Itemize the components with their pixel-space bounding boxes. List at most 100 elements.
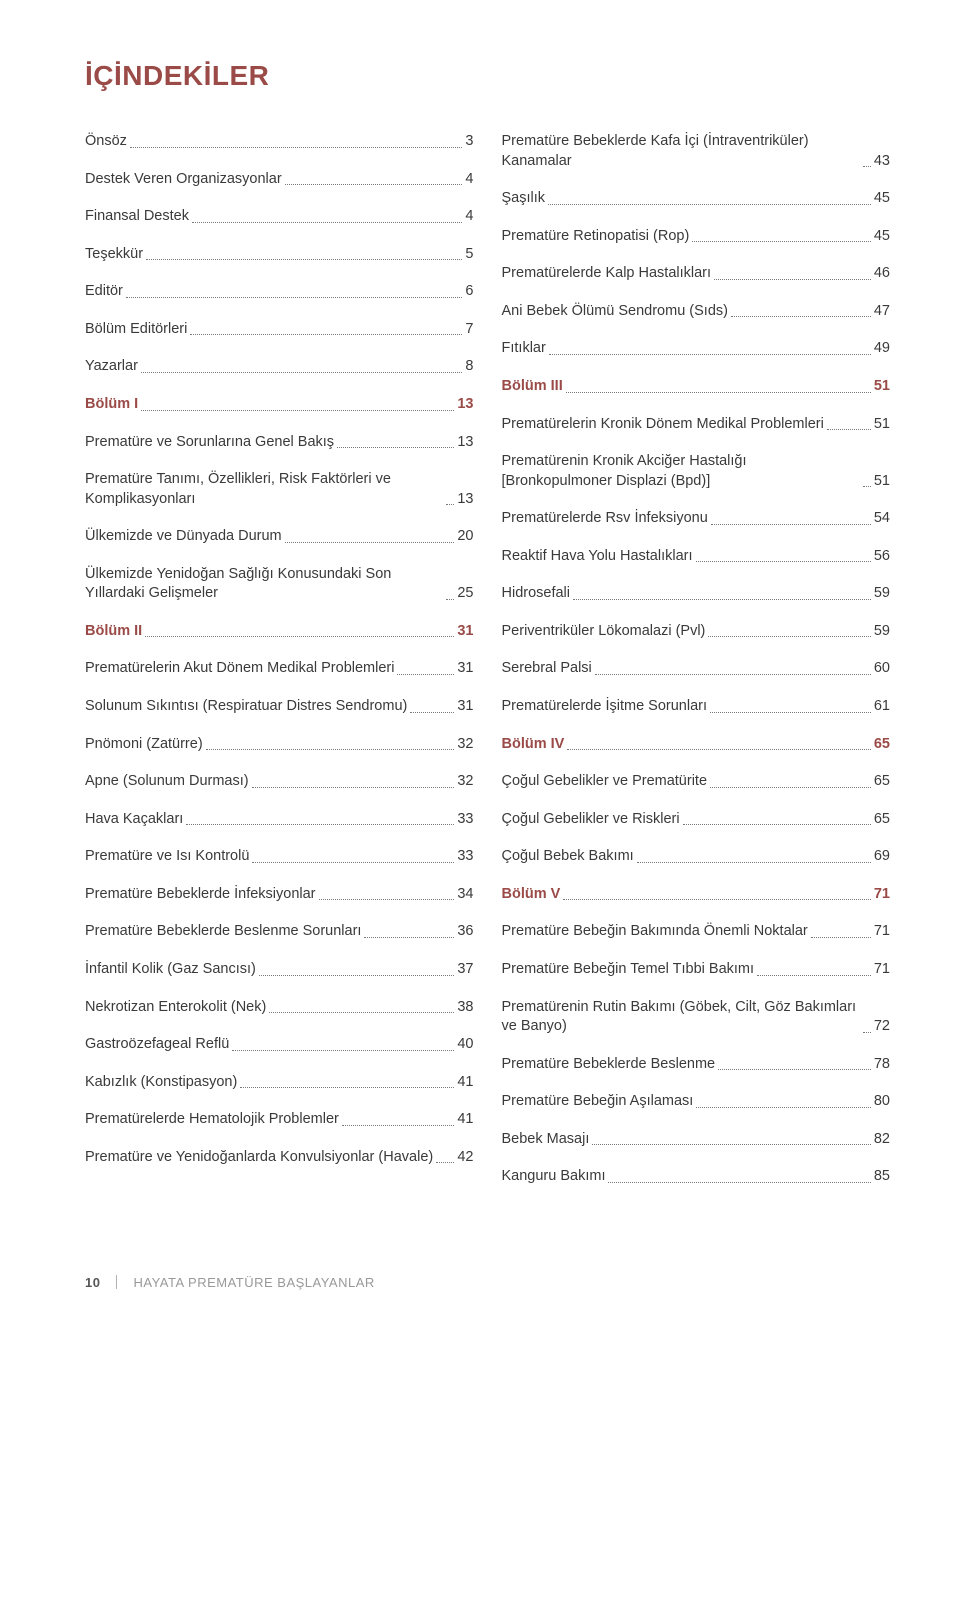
toc-entry-page: 7: [465, 320, 473, 340]
toc-entry-label: Teşekkür: [85, 245, 143, 265]
toc-leader-dots: [252, 787, 455, 788]
toc-entry-label: Editör: [85, 282, 123, 302]
toc-entry-page: 43: [874, 152, 890, 172]
toc-leader-dots: [711, 524, 871, 525]
toc-leader-dots: [710, 712, 871, 713]
toc-entry-label: Nekrotizan Enterokolit (Nek): [85, 998, 266, 1018]
toc-leader-dots: [637, 862, 871, 863]
toc-entry: Prematüre Bebeklerde Beslenme Sorunları3…: [85, 922, 474, 942]
toc-leader-dots: [573, 599, 871, 600]
toc-leader-dots: [446, 599, 454, 600]
toc-entry-label: Hava Kaçakları: [85, 810, 183, 830]
toc-entry-page: 78: [874, 1055, 890, 1075]
toc-entry-label: Prematüre Retinopatisi (Rop): [502, 227, 690, 247]
toc-leader-dots: [863, 486, 871, 487]
toc-entry: Bölüm III51: [502, 377, 891, 397]
toc-entry-page: 3: [465, 132, 473, 152]
toc-entry: Reaktif Hava Yolu Hastalıkları56: [502, 547, 891, 567]
toc-entry: Prematürelerde Kalp Hastalıkları 46: [502, 264, 891, 284]
toc-entry-page: 59: [874, 622, 890, 642]
page-footer: 10 HAYATA PREMATÜRE BAŞLAYANLAR: [85, 1275, 890, 1290]
toc-entry: Editör6: [85, 282, 474, 302]
toc-leader-dots: [548, 204, 871, 205]
toc-leader-dots: [141, 372, 463, 373]
toc-leader-dots: [342, 1125, 455, 1126]
toc-entry-label: Prematüre ve Isı Kontrolü: [85, 847, 249, 867]
toc-entry: Şaşılık45: [502, 189, 891, 209]
toc-entry: Prematüre Bebeğin Temel Tıbbi Bakımı71: [502, 960, 891, 980]
toc-entry-label: Solunum Sıkıntısı (Respiratuar Distres S…: [85, 697, 407, 717]
toc-leader-dots: [757, 975, 871, 976]
toc-entry: Prematüre Bebeğin Aşılaması80: [502, 1092, 891, 1112]
toc-leader-dots: [206, 749, 455, 750]
toc-entry: Önsöz 3: [85, 132, 474, 152]
toc-entry-label: Reaktif Hava Yolu Hastalıkları: [502, 547, 693, 567]
toc-entry-page: 32: [457, 772, 473, 792]
toc-entry: Ani Bebek Ölümü Sendromu (Sıds)47: [502, 302, 891, 322]
toc-entry-label: Bebek Masajı: [502, 1130, 590, 1150]
toc-entry-page: 85: [874, 1167, 890, 1187]
toc-entry: Destek Veren Organizasyonlar4: [85, 170, 474, 190]
toc-entry-page: 51: [874, 377, 890, 397]
toc-entry: Prematürenin Kronik Akciğer Hastalığı [B…: [502, 452, 891, 491]
toc-leader-dots: [549, 354, 871, 355]
toc-leader-dots: [364, 937, 454, 938]
toc-leader-dots: [696, 561, 871, 562]
toc-entry: Hidrosefali59: [502, 584, 891, 604]
toc-entry-label: Şaşılık: [502, 189, 546, 209]
toc-entry-label: Bölüm Editörleri: [85, 320, 187, 340]
toc-entry: Bölüm II31: [85, 622, 474, 642]
toc-entry-label: Prematürenin Rutin Bakımı (Göbek, Cilt, …: [502, 998, 860, 1037]
toc-entry-page: 45: [874, 227, 890, 247]
toc-entry-label: Prematürelerin Kronik Dönem Medikal Prob…: [502, 415, 824, 435]
toc-entry: Prematürelerde Hematolojik Problemler41: [85, 1110, 474, 1130]
footer-page-number: 10: [85, 1275, 100, 1290]
page-title: İÇİNDEKİLER: [85, 60, 890, 92]
toc-entry-label: Bölüm I: [85, 395, 138, 415]
toc-leader-dots: [319, 899, 455, 900]
toc-entry-page: 46: [874, 264, 890, 284]
toc-leader-dots: [863, 166, 871, 167]
toc-entry-label: Pnömoni (Zatürre): [85, 735, 203, 755]
toc-entry: Bölüm IV65: [502, 735, 891, 755]
toc-leader-dots: [141, 410, 454, 411]
toc-entry-page: 41: [457, 1073, 473, 1093]
toc-entry-page: 82: [874, 1130, 890, 1150]
toc-entry: Solunum Sıkıntısı (Respiratuar Distres S…: [85, 697, 474, 717]
toc-entry-label: Fıtıklar: [502, 339, 546, 359]
toc-entry-label: Prematüre Bebeklerde Beslenme Sorunları: [85, 922, 361, 942]
toc-entry-label: Bölüm IV: [502, 735, 565, 755]
toc-entry-label: Önsöz: [85, 132, 127, 152]
toc-entry-label: İnfantil Kolik (Gaz Sancısı): [85, 960, 256, 980]
toc-entry: Prematüre Bebeklerde Beslenme78: [502, 1055, 891, 1075]
toc-entry: Prematüre Bebeklerde İnfeksiyonlar34: [85, 885, 474, 905]
toc-entry: Apne (Solunum Durması)32: [85, 772, 474, 792]
toc-leader-dots: [192, 222, 462, 223]
toc-leader-dots: [186, 824, 454, 825]
toc-entry-page: 4: [465, 170, 473, 190]
toc-leader-dots: [146, 259, 462, 260]
footer-book-title: HAYATA PREMATÜRE BAŞLAYANLAR: [133, 1275, 374, 1290]
toc-entry-label: Prematürelerin Akut Dönem Medikal Proble…: [85, 659, 394, 679]
toc-entry-page: 31: [457, 697, 473, 717]
toc-entry: Prematürelerin Kronik Dönem Medikal Prob…: [502, 415, 891, 435]
toc-entry-page: 65: [874, 772, 890, 792]
toc-leader-dots: [731, 316, 871, 317]
toc-entry-page: 69: [874, 847, 890, 867]
toc-entry-page: 31: [457, 659, 473, 679]
toc-leader-dots: [130, 147, 463, 148]
toc-entry: Prematürelerde Rsv İnfeksiyonu54: [502, 509, 891, 529]
toc-entry-label: Yazarlar: [85, 357, 138, 377]
toc-entry-label: Prematürelerde Kalp Hastalıkları: [502, 264, 712, 284]
toc-entry-page: 34: [457, 885, 473, 905]
toc-entry-label: Finansal Destek: [85, 207, 189, 227]
toc-entry: Bölüm I13: [85, 395, 474, 415]
toc-entry-page: 4: [465, 207, 473, 227]
toc-entry: Nekrotizan Enterokolit (Nek)38: [85, 998, 474, 1018]
toc-entry-page: 41: [457, 1110, 473, 1130]
toc-leader-dots: [232, 1050, 454, 1051]
toc-entry: Periventriküler Lökomalazi (Pvl)59: [502, 622, 891, 642]
toc-right-column: Prematüre Bebeklerde Kafa İçi (İntravent…: [502, 132, 891, 1205]
toc-entry-page: 51: [874, 472, 890, 492]
toc-entry: Kabızlık (Konstipasyon)41: [85, 1073, 474, 1093]
